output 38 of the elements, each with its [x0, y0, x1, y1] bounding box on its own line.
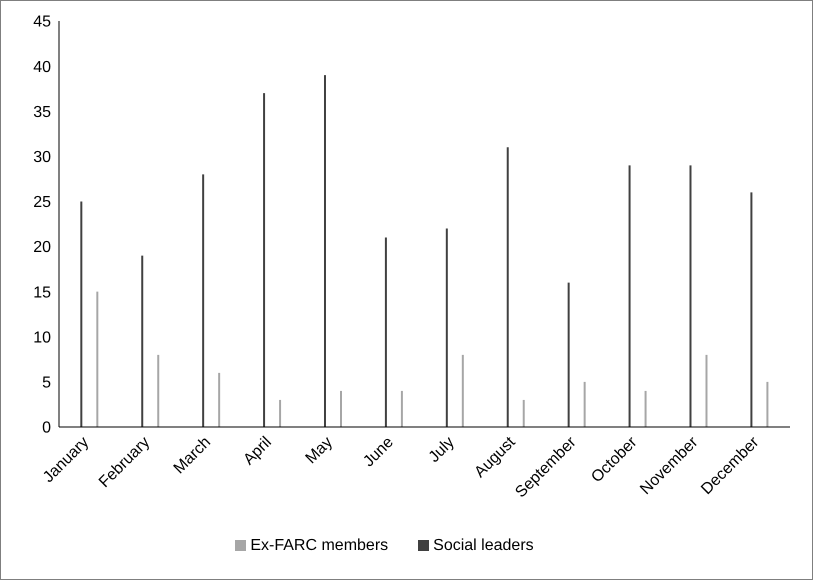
bar — [446, 228, 448, 427]
bar — [324, 75, 326, 427]
y-tick-label: 25 — [33, 194, 52, 212]
legend-label: Ex-FARC members — [250, 537, 388, 554]
bar — [96, 292, 98, 427]
bar — [263, 93, 266, 427]
bar — [644, 390, 647, 427]
y-tick-label: 15 — [33, 284, 52, 302]
bar — [628, 165, 631, 427]
bar — [400, 390, 403, 427]
bar — [750, 192, 752, 427]
bar — [766, 382, 768, 427]
bar — [157, 354, 160, 427]
y-tick-label: 30 — [33, 149, 52, 166]
y-tick-label: 45 — [33, 14, 52, 31]
y-tick-label: 5 — [42, 374, 52, 392]
bar — [80, 201, 82, 427]
bar — [584, 382, 586, 427]
bar — [522, 400, 525, 427]
bar — [568, 282, 570, 427]
bar — [462, 354, 464, 427]
bar — [202, 174, 204, 427]
y-tick-label: 40 — [33, 58, 52, 76]
bar — [218, 372, 220, 427]
y-tick-label: 35 — [33, 104, 52, 121]
y-tick-label: 10 — [33, 329, 52, 346]
legend-label: Social leaders — [433, 537, 534, 554]
bar — [689, 165, 692, 427]
x-tick-label: May — [302, 434, 336, 468]
bar — [141, 256, 144, 427]
bar — [506, 147, 509, 427]
bar — [340, 390, 342, 427]
y-tick-label: 20 — [33, 239, 52, 256]
bar — [384, 238, 387, 427]
x-tick-label: July — [426, 434, 458, 466]
y-tick-label: 0 — [42, 420, 52, 437]
bar — [279, 400, 282, 427]
bar — [705, 354, 708, 427]
